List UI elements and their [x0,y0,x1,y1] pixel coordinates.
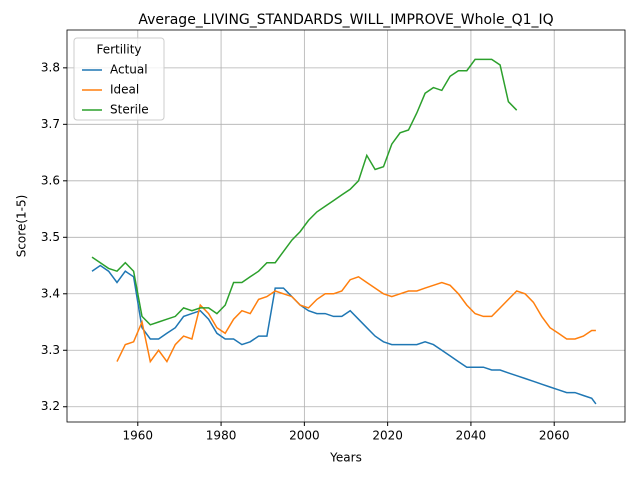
x-tick-label: 1960 [123,429,154,443]
x-tick-label: 1980 [206,429,237,443]
y-axis-label: Score(1-5) [15,195,29,258]
y-tick-label: 3.6 [41,173,60,187]
y-tick-label: 3.4 [41,286,60,300]
y-tick-label: 3.8 [41,60,60,74]
x-tick-label: 2060 [539,429,570,443]
x-tick-label: 2020 [372,429,403,443]
legend-label: Actual [110,63,148,77]
chart-title: Average_LIVING_STANDARDS_WILL_IMPROVE_Wh… [138,12,553,28]
y-tick-label: 3.3 [41,343,60,357]
y-tick-label: 3.7 [41,117,60,131]
legend-box [73,37,165,121]
legend-label: Sterile [110,103,149,117]
data-line [116,275,596,364]
y-tick-label: 3.2 [41,399,60,413]
x-tick-label: 2000 [289,429,320,443]
x-tick-label: 2040 [456,429,487,443]
data-line [91,58,518,326]
legend-label: Ideal [110,83,139,97]
x-axis-label: Years [329,451,362,465]
data-line [91,264,597,405]
y-tick-label: 3.5 [41,230,60,244]
legend-title: Fertility [96,43,141,57]
plot-frame [66,29,626,423]
